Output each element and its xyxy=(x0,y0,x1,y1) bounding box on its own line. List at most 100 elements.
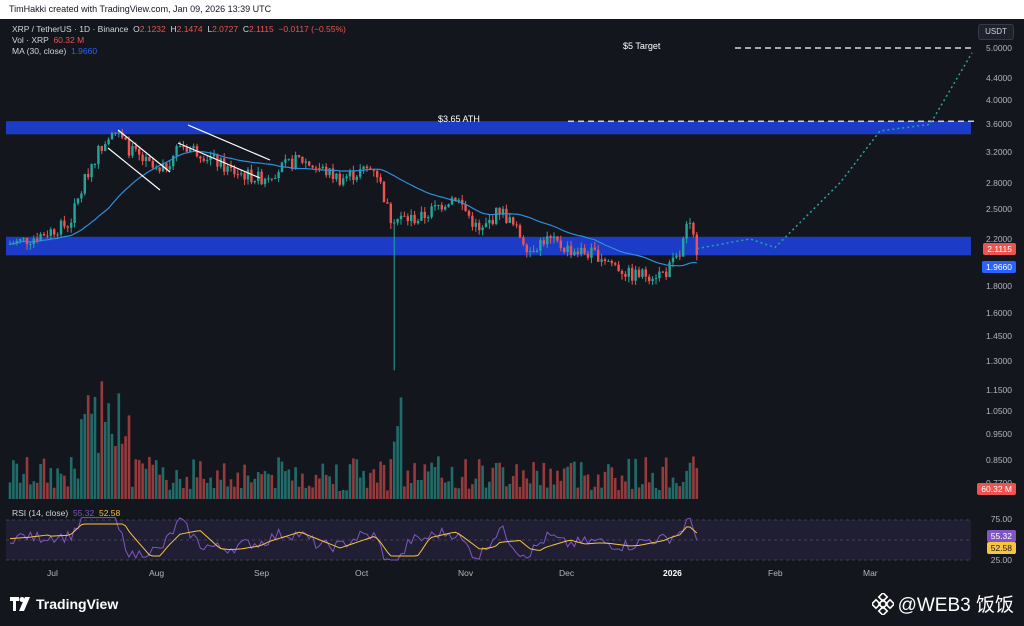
volume-bar xyxy=(90,413,93,499)
rsi-upper-level: 75.00 xyxy=(990,514,1012,524)
candle-body xyxy=(93,164,97,166)
candle-body xyxy=(226,166,229,172)
rsi-ma-badge: 52.58 xyxy=(986,542,1016,554)
volume-bar xyxy=(474,478,478,499)
price-chart[interactable] xyxy=(0,19,1024,590)
volume-bar xyxy=(199,461,202,499)
candle-body xyxy=(454,197,457,201)
candle-body xyxy=(243,173,246,180)
candle-body xyxy=(301,156,304,163)
volume-bar xyxy=(260,474,263,499)
tradingview-logo[interactable]: TradingView xyxy=(10,596,118,612)
high-value: 2.1474 xyxy=(176,24,203,34)
rsi-label[interactable]: RSI (14, close) xyxy=(12,508,69,518)
volume-bar xyxy=(29,484,32,499)
candle-body xyxy=(590,247,593,258)
volume-bar xyxy=(246,475,250,499)
volume-bar xyxy=(681,481,685,499)
candle-body xyxy=(614,263,617,265)
candle-body xyxy=(427,217,430,219)
candle-body xyxy=(76,198,80,204)
volume-bar xyxy=(103,421,107,499)
volume-bar xyxy=(654,487,658,499)
candle-body xyxy=(549,236,552,239)
volume-bar xyxy=(117,393,121,499)
volume-label[interactable]: Vol · XRP xyxy=(12,35,49,45)
volume-bar xyxy=(331,483,335,499)
candle-body xyxy=(297,155,301,157)
candle-body xyxy=(648,276,651,282)
candle-body xyxy=(212,154,216,157)
candle-body xyxy=(532,250,535,253)
ma-line xyxy=(9,150,697,267)
volume-bar xyxy=(664,457,668,499)
volume-bar xyxy=(692,456,695,499)
support-resistance-zone xyxy=(6,236,971,256)
candle-body xyxy=(348,171,352,177)
volume-bar xyxy=(42,458,46,499)
candle-body xyxy=(110,132,114,140)
flag-channel-line xyxy=(177,142,261,179)
volume-bar xyxy=(131,486,134,499)
candle-body xyxy=(478,222,481,231)
volume-bar xyxy=(158,474,161,499)
volume-bar xyxy=(355,459,359,499)
currency-button[interactable]: USDT xyxy=(978,24,1014,40)
volume-bar xyxy=(110,433,114,499)
volume-bar xyxy=(658,490,661,499)
candle-body xyxy=(270,178,273,180)
candle-body xyxy=(209,156,212,160)
candle-body xyxy=(440,204,443,210)
ma-label[interactable]: MA (30, close) xyxy=(12,46,67,56)
volume-bar xyxy=(226,486,229,499)
price-tick-label: 0.9500 xyxy=(986,429,1012,440)
watermark-text: @WEB3 饭饭 xyxy=(897,595,1014,616)
volume-bar xyxy=(399,397,403,499)
candle-body xyxy=(658,271,661,279)
candle-body xyxy=(311,165,314,168)
candle-body xyxy=(161,163,165,172)
candle-body xyxy=(355,176,358,180)
chart-area[interactable] xyxy=(0,19,1024,590)
volume-bar xyxy=(505,486,508,499)
candle-body xyxy=(178,146,182,148)
volume-bar xyxy=(501,467,505,499)
volume-bar xyxy=(688,462,692,499)
price-tick-label: 2.5000 xyxy=(986,204,1012,215)
volume-bar xyxy=(236,472,240,499)
volume-bar xyxy=(137,459,141,499)
rsi-legend: RSI (14, close) 55.32 52.58 xyxy=(12,508,120,518)
volume-bar xyxy=(549,468,552,499)
candle-body xyxy=(556,236,559,241)
candle-body xyxy=(641,269,644,277)
volume-bar xyxy=(372,469,376,499)
volume-bar xyxy=(202,478,206,499)
volume-bar xyxy=(511,475,515,499)
candle-body xyxy=(580,247,583,255)
candle-body xyxy=(631,267,634,281)
candle-body xyxy=(185,146,188,152)
candle-body xyxy=(331,168,335,180)
volume-bar xyxy=(175,470,178,499)
ohlc-legend: XRP / TetherUS · 1D · Binance O2.1232 H2… xyxy=(12,24,346,35)
candle-body xyxy=(450,197,454,205)
time-tick-label: Oct xyxy=(355,568,369,578)
volume-bar xyxy=(559,480,563,499)
symbol-label[interactable]: XRP / TetherUS · 1D · Binance xyxy=(12,24,129,34)
volume-bar xyxy=(460,476,464,499)
volume-bar xyxy=(671,477,675,499)
open-label: O xyxy=(133,24,140,34)
volume-bar xyxy=(695,467,699,499)
candle-body xyxy=(682,238,685,257)
volume-bar xyxy=(552,484,556,499)
volume-bar xyxy=(39,463,42,499)
volume-bar xyxy=(314,474,318,499)
volume-bar xyxy=(678,486,682,499)
open-value: 2.1232 xyxy=(139,24,166,34)
candle-body xyxy=(148,156,151,161)
volume-bar xyxy=(188,488,192,499)
volume-bar xyxy=(457,488,461,499)
volume-bar xyxy=(627,458,631,499)
candle-body xyxy=(175,146,178,156)
candle-body xyxy=(8,243,12,245)
